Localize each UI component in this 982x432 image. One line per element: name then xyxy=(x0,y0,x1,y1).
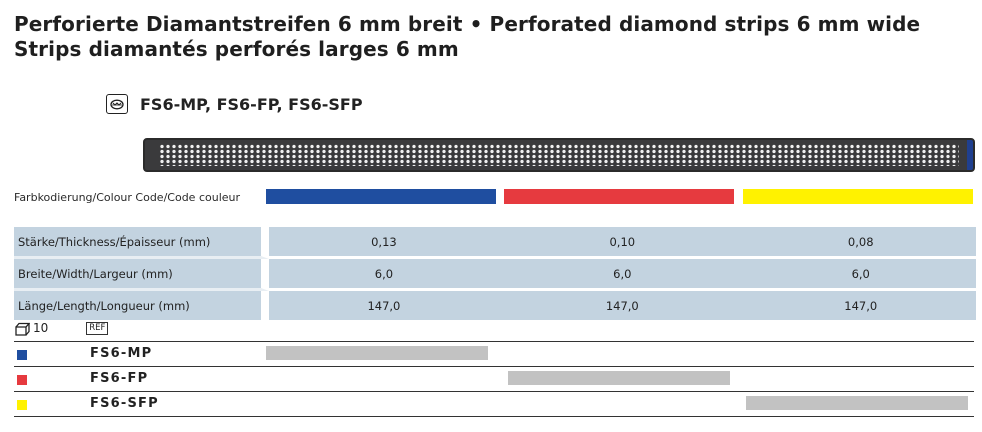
spec-value: 147,0 xyxy=(745,291,976,320)
spec-row-width: Breite/Width/Largeur (mm) 6,0 6,0 6,0 xyxy=(14,259,976,291)
tooth-icon xyxy=(106,94,128,114)
order-code: FS6-FP xyxy=(90,371,149,386)
packaging-row: 10 REF xyxy=(14,321,109,336)
color-square xyxy=(17,350,27,360)
product-codes: FS6-MP, FS6-FP, FS6-SFP xyxy=(140,94,363,114)
product-line: FS6-MP, FS6-FP, FS6-SFP xyxy=(106,94,363,114)
package-icon xyxy=(14,321,31,336)
spec-value: 6,0 xyxy=(745,259,976,291)
order-code: FS6-SFP xyxy=(90,396,159,411)
title-line-1: Perforierte Diamantstreifen 6 mm breit •… xyxy=(14,12,921,36)
title-line-2: Strips diamantés perforés larges 6 mm xyxy=(14,37,459,61)
spec-label: Länge/Length/Longueur (mm) xyxy=(14,291,269,320)
color-square xyxy=(17,400,27,410)
spec-label: Stärke/Thickness/Épaisseur (mm) xyxy=(14,227,269,259)
spec-value: 0,10 xyxy=(507,227,738,259)
color-bar-red xyxy=(504,189,734,204)
spec-value: 0,08 xyxy=(745,227,976,259)
color-bar-yellow xyxy=(743,189,973,204)
color-bar-blue xyxy=(266,189,496,204)
spec-value: 147,0 xyxy=(507,291,738,320)
ref-label: REF xyxy=(86,321,109,335)
spec-row-length: Länge/Length/Longueur (mm) 147,0 147,0 1… xyxy=(14,291,976,320)
order-code: FS6-MP xyxy=(90,346,153,361)
package-count: 10 xyxy=(33,321,49,335)
color-square xyxy=(17,375,27,385)
availability-bar xyxy=(746,396,968,410)
availability-bar xyxy=(508,371,730,385)
spec-table: Stärke/Thickness/Épaisseur (mm) 0,13 0,1… xyxy=(14,227,976,320)
diamond-strip-image xyxy=(143,138,975,172)
spec-value: 6,0 xyxy=(507,259,738,291)
order-table-top-rule xyxy=(14,341,974,342)
order-row: FS6-FP xyxy=(14,367,974,392)
order-row: FS6-SFP xyxy=(14,392,974,417)
order-row: FS6-MP xyxy=(14,342,974,367)
availability-bar xyxy=(266,346,488,360)
spec-value: 147,0 xyxy=(268,291,500,320)
color-code-label: Farbkodierung/Colour Code/Code couleur xyxy=(14,191,241,204)
perforation-pattern xyxy=(159,144,959,166)
spec-label: Breite/Width/Largeur (mm) xyxy=(14,259,269,291)
spec-value: 6,0 xyxy=(268,259,500,291)
spec-value: 0,13 xyxy=(268,227,500,259)
page-title: Perforierte Diamantstreifen 6 mm breit •… xyxy=(14,12,920,62)
spec-row-thickness: Stärke/Thickness/Épaisseur (mm) 0,13 0,1… xyxy=(14,227,976,259)
strip-color-end xyxy=(967,140,973,170)
